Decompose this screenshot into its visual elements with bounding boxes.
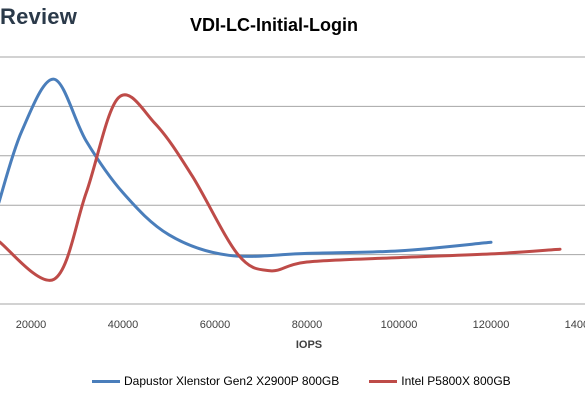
- x-tick-label: 40000: [108, 319, 139, 331]
- gridlines: [0, 56, 585, 305]
- legend-swatch-dapustor: [92, 379, 120, 383]
- x-tick-label: 120000: [473, 319, 510, 331]
- series-layer: [0, 77, 562, 282]
- series-line-intel: [0, 93, 562, 282]
- legend-label-intel: Intel P5800X 800GB: [401, 374, 511, 388]
- legend-item-dapustor: Dapustor Xlenstor Gen2 X2900P 800GB: [92, 374, 339, 388]
- x-axis-ticks: 20000 40000 60000 80000 100000 120000 140000: [16, 319, 585, 331]
- legend-swatch-intel: [369, 379, 398, 383]
- legend-item-intel: Intel P5800X 800GB: [369, 374, 511, 388]
- x-tick-label: 100000: [381, 319, 418, 331]
- brand-logo-text: Review: [0, 4, 78, 29]
- x-axis-label: IOPS: [296, 339, 322, 351]
- series-line-dapustor: [0, 77, 493, 258]
- x-tick-label: 20000: [16, 319, 47, 331]
- legend-label-dapustor: Dapustor Xlenstor Gen2 X2900P 800GB: [124, 374, 340, 388]
- legend: Dapustor Xlenstor Gen2 X2900P 800GB Inte…: [92, 374, 541, 388]
- x-tick-label: 60000: [200, 319, 231, 331]
- chart-title: VDI-LC-Initial-Login: [190, 15, 358, 35]
- x-tick-label: 80000: [292, 319, 323, 331]
- x-tick-label: 140000: [565, 319, 585, 331]
